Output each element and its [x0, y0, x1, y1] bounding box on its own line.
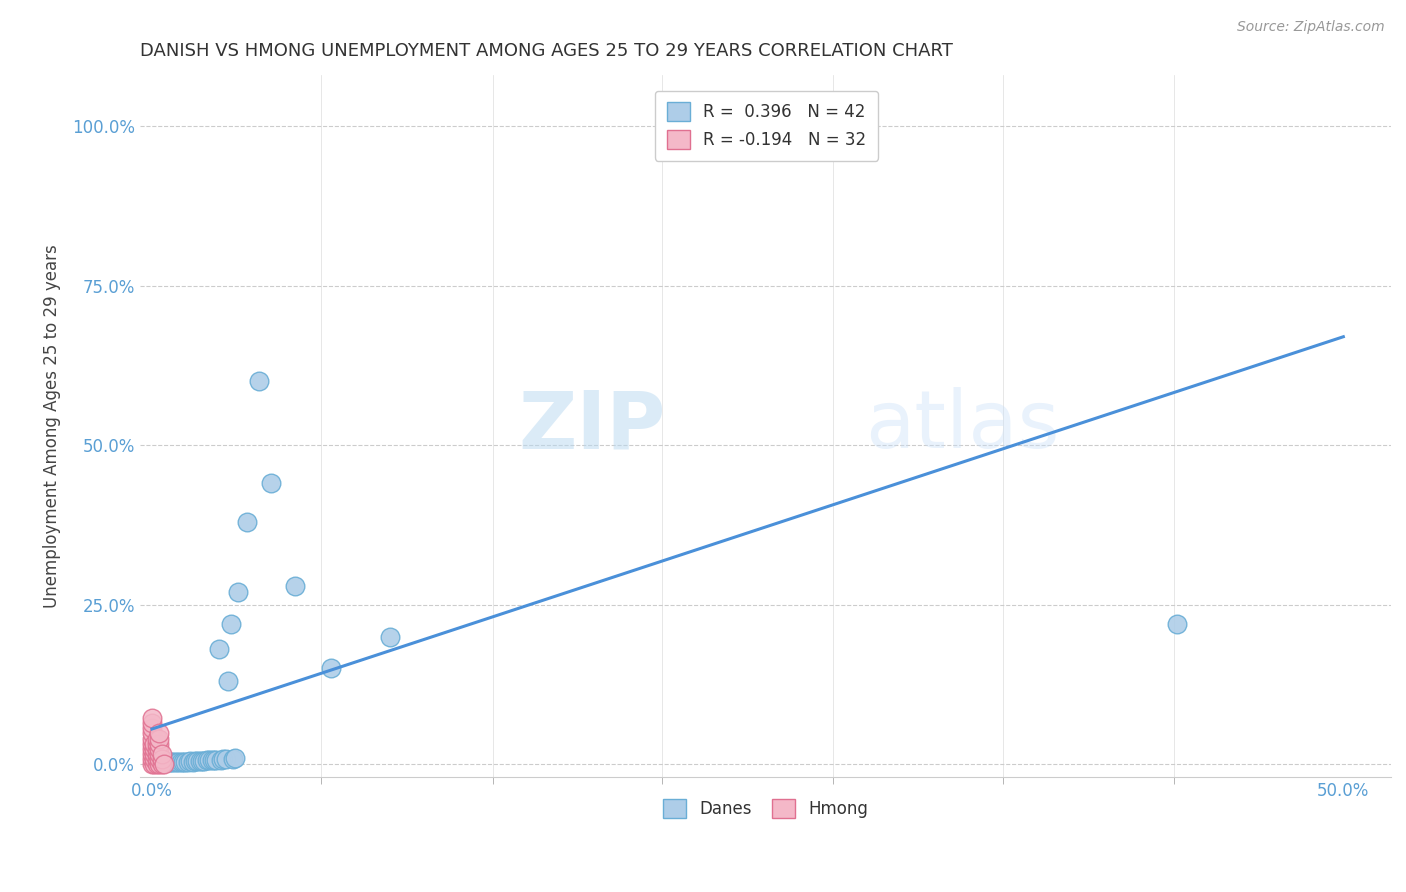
Point [153, 757, 176, 772]
Point [141, 752, 163, 766]
Point [146, 752, 169, 766]
Point [215, 752, 238, 766]
Point [141, 716, 163, 731]
Point [284, 578, 307, 592]
Point [200, 753, 222, 767]
Point [155, 755, 177, 769]
Point [148, 741, 170, 756]
Point [148, 752, 170, 766]
Point [141, 741, 163, 756]
Point [226, 585, 249, 599]
Point [146, 741, 169, 756]
Point [157, 755, 180, 769]
Point [193, 754, 215, 768]
Point [165, 755, 187, 769]
Point [143, 752, 166, 766]
Point [141, 711, 163, 725]
Point [202, 753, 225, 767]
Point [148, 731, 170, 746]
Text: atlas: atlas [866, 387, 1060, 465]
Point [146, 747, 169, 761]
Point [179, 754, 201, 768]
Point [205, 753, 228, 767]
Point [1166, 616, 1188, 631]
Text: ZIP: ZIP [519, 387, 665, 465]
Point [150, 755, 173, 769]
Point [143, 741, 166, 756]
Point [148, 755, 170, 769]
Point [198, 753, 221, 767]
Point [146, 755, 169, 769]
Point [162, 755, 184, 769]
Point [191, 754, 214, 768]
Point [146, 731, 169, 746]
Point [224, 751, 246, 765]
Point [160, 755, 183, 769]
Point [247, 375, 270, 389]
Point [208, 642, 231, 657]
Point [212, 752, 235, 766]
Point [148, 757, 170, 772]
Point [195, 753, 218, 767]
Point [260, 476, 283, 491]
Point [380, 630, 402, 644]
Point [153, 755, 176, 769]
Point [141, 731, 163, 746]
Point [141, 747, 163, 761]
Y-axis label: Unemployment Among Ages 25 to 29 years: Unemployment Among Ages 25 to 29 years [44, 244, 60, 608]
Point [222, 752, 245, 766]
Point [150, 757, 173, 772]
Point [141, 726, 163, 740]
Point [186, 754, 208, 768]
Point [169, 755, 191, 769]
Point [181, 755, 204, 769]
Point [143, 737, 166, 751]
Point [146, 737, 169, 751]
Point [146, 757, 169, 772]
Point [143, 757, 166, 772]
Point [219, 616, 242, 631]
Point [174, 755, 197, 769]
Point [141, 737, 163, 751]
Point [177, 755, 200, 769]
Point [172, 755, 194, 769]
Point [184, 754, 207, 768]
Point [143, 747, 166, 761]
Text: Source: ZipAtlas.com: Source: ZipAtlas.com [1237, 20, 1385, 34]
Point [148, 737, 170, 751]
Point [167, 755, 190, 769]
Point [150, 752, 173, 766]
Point [148, 726, 170, 740]
Point [217, 674, 239, 689]
Point [141, 722, 163, 736]
Point [188, 754, 211, 768]
Text: DANISH VS HMONG UNEMPLOYMENT AMONG AGES 25 TO 29 YEARS CORRELATION CHART: DANISH VS HMONG UNEMPLOYMENT AMONG AGES … [141, 42, 953, 60]
Point [148, 747, 170, 761]
Point [150, 747, 173, 761]
Point [209, 753, 232, 767]
Point [141, 757, 163, 772]
Legend: Danes, Hmong: Danes, Hmong [657, 792, 875, 825]
Point [236, 515, 259, 529]
Point [319, 661, 342, 675]
